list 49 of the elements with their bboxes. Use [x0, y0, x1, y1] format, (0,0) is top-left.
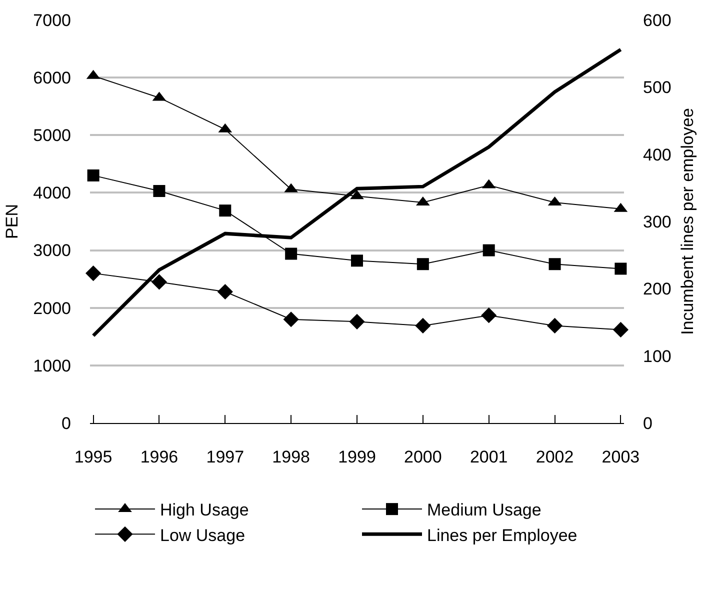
- x-tick-label: 1997: [206, 447, 244, 466]
- y2-tick-label: 200: [643, 280, 672, 299]
- y-tick-label: 2000: [33, 298, 71, 318]
- point: [416, 258, 429, 270]
- x-tick-label: 2001: [470, 447, 508, 466]
- x-tick-label: 2000: [404, 447, 442, 466]
- y-tick-label: 4000: [33, 184, 71, 203]
- x-tick-label: 2002: [536, 447, 574, 466]
- point: [481, 308, 497, 324]
- x-tick-label: 2003: [602, 447, 640, 466]
- legend-label: Low Usage: [160, 526, 246, 545]
- y-tick-label: 3000: [33, 241, 71, 260]
- x-tick-label: 1995: [74, 447, 112, 466]
- point: [86, 266, 102, 282]
- y-axis-title: PEN: [2, 204, 22, 239]
- x-tick-label: 1998: [272, 447, 310, 466]
- point: [87, 169, 100, 182]
- point: [546, 318, 563, 334]
- y2-tick-label: 600: [643, 10, 672, 30]
- point: [351, 254, 363, 267]
- legend-label: Medium Usage: [427, 500, 542, 520]
- y-tick-label: 1000: [33, 356, 71, 376]
- point: [219, 204, 232, 217]
- y2-tick-label: 300: [643, 212, 672, 232]
- legend-label: Lines per Employee: [427, 526, 578, 545]
- point: [217, 284, 233, 300]
- x-tick-label: 1996: [140, 447, 178, 466]
- point: [415, 318, 431, 334]
- y2-tick-label: 0: [643, 414, 652, 433]
- x-tick-label: 1999: [338, 447, 376, 466]
- point: [153, 184, 166, 197]
- point: [612, 322, 628, 338]
- point: [285, 248, 298, 260]
- point: [283, 312, 299, 328]
- y2-tick-label: 100: [643, 346, 672, 366]
- legend-label: High Usage: [160, 500, 249, 520]
- point: [151, 274, 168, 290]
- y-tick-label: 5000: [33, 126, 71, 146]
- point: [482, 244, 495, 256]
- y-tick-label: 6000: [33, 68, 71, 88]
- point: [349, 314, 365, 330]
- y-tick-label: 0: [62, 414, 71, 433]
- line-series: [92, 48, 622, 338]
- y-tick-label: 7000: [33, 10, 71, 30]
- point: [548, 258, 561, 270]
- point: [614, 262, 627, 275]
- y2-axis-title: Incumbent lines per employee: [678, 108, 697, 335]
- y2-tick-label: 500: [643, 78, 672, 98]
- y2-tick-label: 400: [643, 145, 672, 164]
